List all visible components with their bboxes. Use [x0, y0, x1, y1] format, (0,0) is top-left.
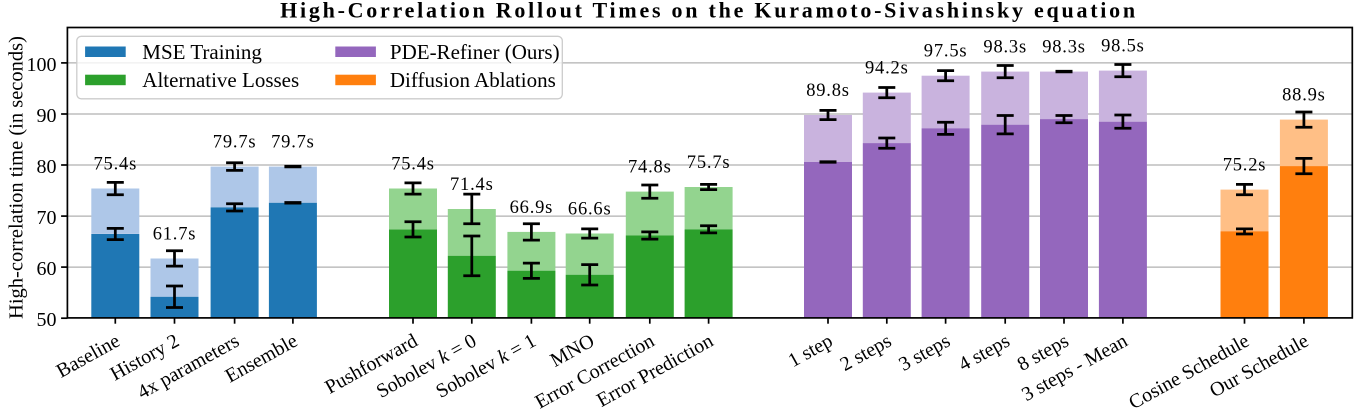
svg-text:1 step: 1 step	[784, 330, 836, 372]
svg-text:Alternative Losses: Alternative Losses	[142, 68, 299, 92]
svg-text:PDE-Refiner (Ours): PDE-Refiner (Ours)	[390, 40, 560, 64]
svg-text:3 steps: 3 steps	[895, 330, 954, 376]
svg-text:4 steps: 4 steps	[955, 330, 1014, 376]
svg-text:70: 70	[37, 207, 57, 229]
svg-text:MSE Training: MSE Training	[142, 40, 262, 64]
svg-text:75.4s: 75.4s	[391, 155, 435, 175]
svg-text:75.2s: 75.2s	[1223, 156, 1267, 176]
svg-text:89.8s: 89.8s	[806, 81, 850, 101]
svg-text:98.3s: 98.3s	[983, 38, 1027, 58]
svg-text:80: 80	[37, 156, 57, 178]
svg-text:90: 90	[37, 105, 57, 127]
svg-text:High-Correlation Rollout Times: High-Correlation Rollout Times on the Ku…	[280, 0, 1138, 23]
svg-text:88.9s: 88.9s	[1282, 86, 1326, 106]
svg-text:61.7s: 61.7s	[153, 225, 197, 245]
svg-text:66.9s: 66.9s	[510, 198, 554, 218]
svg-text:74.8s: 74.8s	[628, 158, 672, 178]
svg-text:79.7s: 79.7s	[213, 133, 257, 153]
svg-text:100: 100	[27, 54, 57, 76]
svg-text:79.7s: 79.7s	[271, 133, 315, 153]
svg-text:75.7s: 75.7s	[687, 153, 731, 173]
svg-text:94.2s: 94.2s	[865, 59, 909, 79]
svg-text:Diffusion Ablations: Diffusion Ablations	[390, 68, 556, 92]
svg-text:97.5s: 97.5s	[924, 42, 968, 62]
svg-text:High-correlation time (in seco: High-correlation time (in seconds)	[6, 36, 28, 319]
svg-text:98.3s: 98.3s	[1042, 38, 1086, 58]
svg-text:50: 50	[37, 309, 57, 331]
svg-text:75.4s: 75.4s	[94, 155, 138, 175]
svg-text:66.6s: 66.6s	[568, 200, 612, 220]
svg-text:2 steps: 2 steps	[836, 330, 895, 376]
svg-text:98.5s: 98.5s	[1101, 37, 1145, 57]
svg-text:60: 60	[37, 258, 57, 280]
svg-text:71.4s: 71.4s	[450, 175, 494, 195]
